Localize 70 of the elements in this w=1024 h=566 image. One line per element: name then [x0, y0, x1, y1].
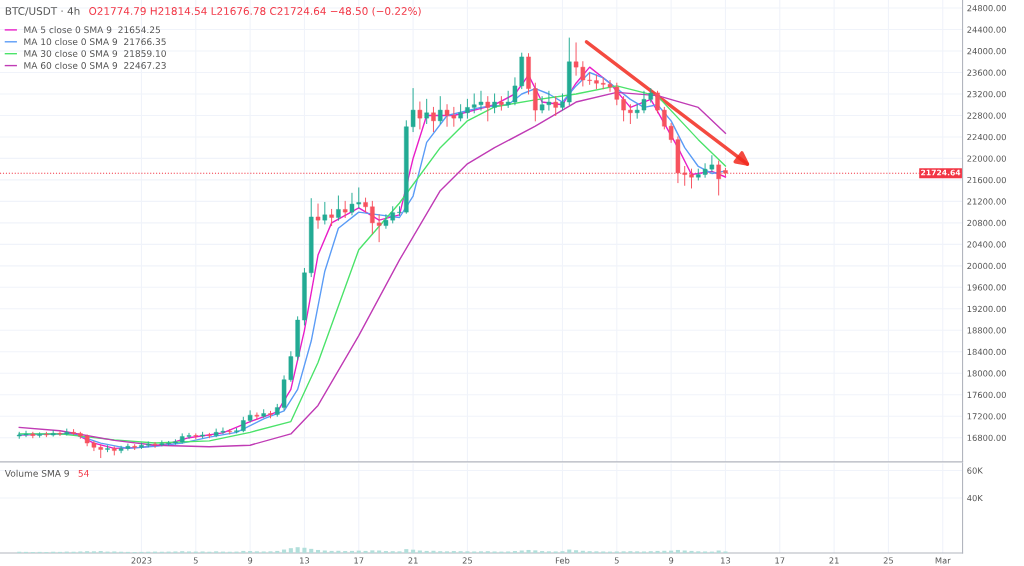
y-tick-label: 17600.00: [967, 391, 1006, 399]
legend-label: MA 10 close 0 SMA 9 21766.35: [24, 38, 166, 46]
y-tick-label: 19200.00: [967, 305, 1006, 313]
y-tick-label: 22400.00: [967, 133, 1006, 141]
y-tick-label: 20000.00: [967, 262, 1006, 270]
y-tick-label: 20400.00: [967, 241, 1006, 248]
y-tick-label: 22800.00: [967, 112, 1006, 119]
x-tick-label: Mar: [935, 557, 951, 564]
candlestick: [424, 98, 429, 125]
y-tick-label: 19600.00: [967, 284, 1006, 291]
candlestick: [716, 160, 721, 196]
candlestick: [322, 201, 328, 225]
candlestick: [57, 431, 63, 437]
legend-label: MA 60 close 0 SMA 9 22467.23: [24, 61, 166, 69]
y-tick-label: 18800.00: [967, 327, 1006, 334]
y-tick-label: 24000.00: [967, 48, 1006, 55]
annotation: 54: [78, 470, 89, 477]
y-tick-label: 24400.00: [967, 26, 1006, 33]
y-tick-label: 22000.00: [967, 155, 1006, 162]
x-tick-label: 13: [721, 557, 731, 564]
y-tick-label: 17200.00: [967, 413, 1006, 420]
candlestick: [227, 429, 232, 435]
legend-label: MA 5 close 0 SMA 9 21654.25: [24, 26, 160, 34]
y-tick-label: 40K: [967, 494, 983, 502]
y-tick-label: 21600.00: [967, 176, 1006, 184]
candlestick: [689, 168, 694, 189]
candlestick: [492, 93, 497, 114]
x-tick-label: 17: [775, 557, 785, 564]
x-tick-label: 17: [354, 557, 364, 564]
x-tick-label: 13: [300, 557, 310, 564]
candlestick: [254, 412, 260, 420]
candlestick: [336, 195, 341, 221]
annotation: O21774.79 H21814.54 L21676.78 C21724.64 −48.50 (−0.22%): [89, 6, 421, 17]
candlestick: [37, 432, 42, 438]
candlestick: [621, 96, 626, 122]
candlestick: [152, 442, 158, 448]
x-tick-label: 21: [408, 557, 418, 564]
legend-label: MA 30 close 0 SMA 9 21859.10: [24, 49, 166, 57]
x-tick-label: 9: [669, 557, 674, 564]
candlestick: [628, 104, 633, 125]
y-tick-label: 16800.00: [967, 434, 1006, 441]
y-tick-label: 21200.00: [967, 198, 1006, 205]
x-tick-label: 25: [883, 557, 893, 564]
candlestick: [465, 98, 470, 119]
y-tick-label: 23200.00: [967, 90, 1006, 98]
y-tick-label: 20800.00: [967, 219, 1006, 227]
candlestick: [315, 203, 321, 229]
x-tick-label: 9: [247, 557, 253, 564]
y-tick-label: 18400.00: [967, 348, 1006, 356]
candlestick: [234, 428, 239, 434]
x-tick-label: 25: [462, 557, 472, 564]
y-tick-label: 23600.00: [967, 69, 1006, 76]
candlestick: [655, 90, 660, 114]
y-tick-label: 24800.00: [967, 5, 1006, 12]
candlestick: [397, 206, 402, 216]
x-tick-label: 21: [829, 557, 839, 564]
candlestick: [553, 96, 558, 116]
candlestick: [431, 106, 436, 133]
candlestick: [485, 96, 491, 122]
text: BTC/USDT · 4h: [5, 6, 80, 16]
x-tick-label: 5: [614, 557, 619, 564]
candlestick: [438, 96, 443, 125]
x-tick-label: 5: [193, 557, 198, 564]
y-tick-label: 18000.00: [967, 370, 1006, 377]
candlestick: [417, 101, 423, 130]
x-tick-label: Feb: [555, 557, 570, 564]
x-tick-label: 2023: [131, 557, 152, 564]
candlestick: [533, 82, 538, 122]
text: Volume SMA 9: [4, 469, 69, 477]
y-tick-label: 60K: [967, 467, 983, 474]
